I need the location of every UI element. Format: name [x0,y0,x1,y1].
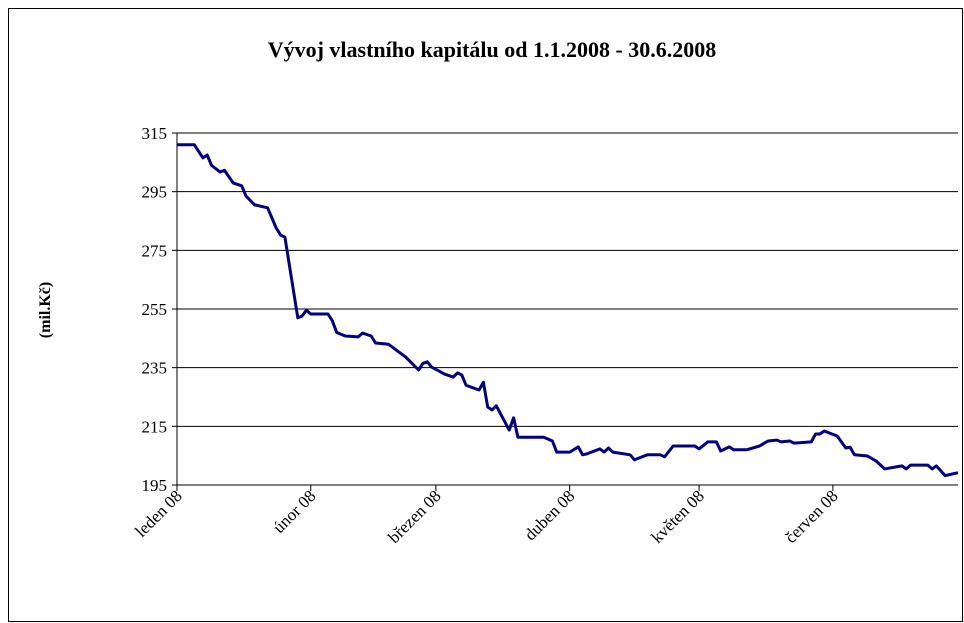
y-tick-label: 255 [142,300,168,319]
y-tick-label: 215 [142,417,168,436]
y-axis-label: (mil.Kč) [37,282,54,338]
y-tick-label: 195 [142,476,168,495]
y-tick-label: 235 [142,359,168,378]
chart-frame [8,8,963,622]
y-tick-label: 315 [142,124,168,143]
chart-title: Vývoj vlastního kapitálu od 1.1.2008 - 3… [268,37,717,62]
y-tick-label: 295 [142,183,168,202]
y-tick-label: 275 [142,241,168,260]
data-line [177,143,959,478]
